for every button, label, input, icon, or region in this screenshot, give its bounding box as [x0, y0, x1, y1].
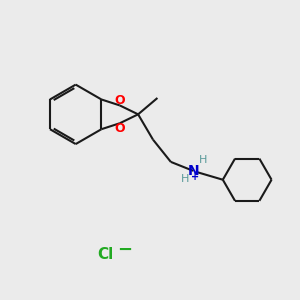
Text: H: H [199, 154, 208, 164]
Text: +: + [191, 172, 200, 182]
Text: H: H [181, 174, 189, 184]
Text: −: − [117, 241, 132, 259]
Text: O: O [115, 122, 125, 135]
Text: N: N [187, 164, 199, 178]
Text: O: O [115, 94, 125, 106]
Text: Cl: Cl [97, 247, 113, 262]
